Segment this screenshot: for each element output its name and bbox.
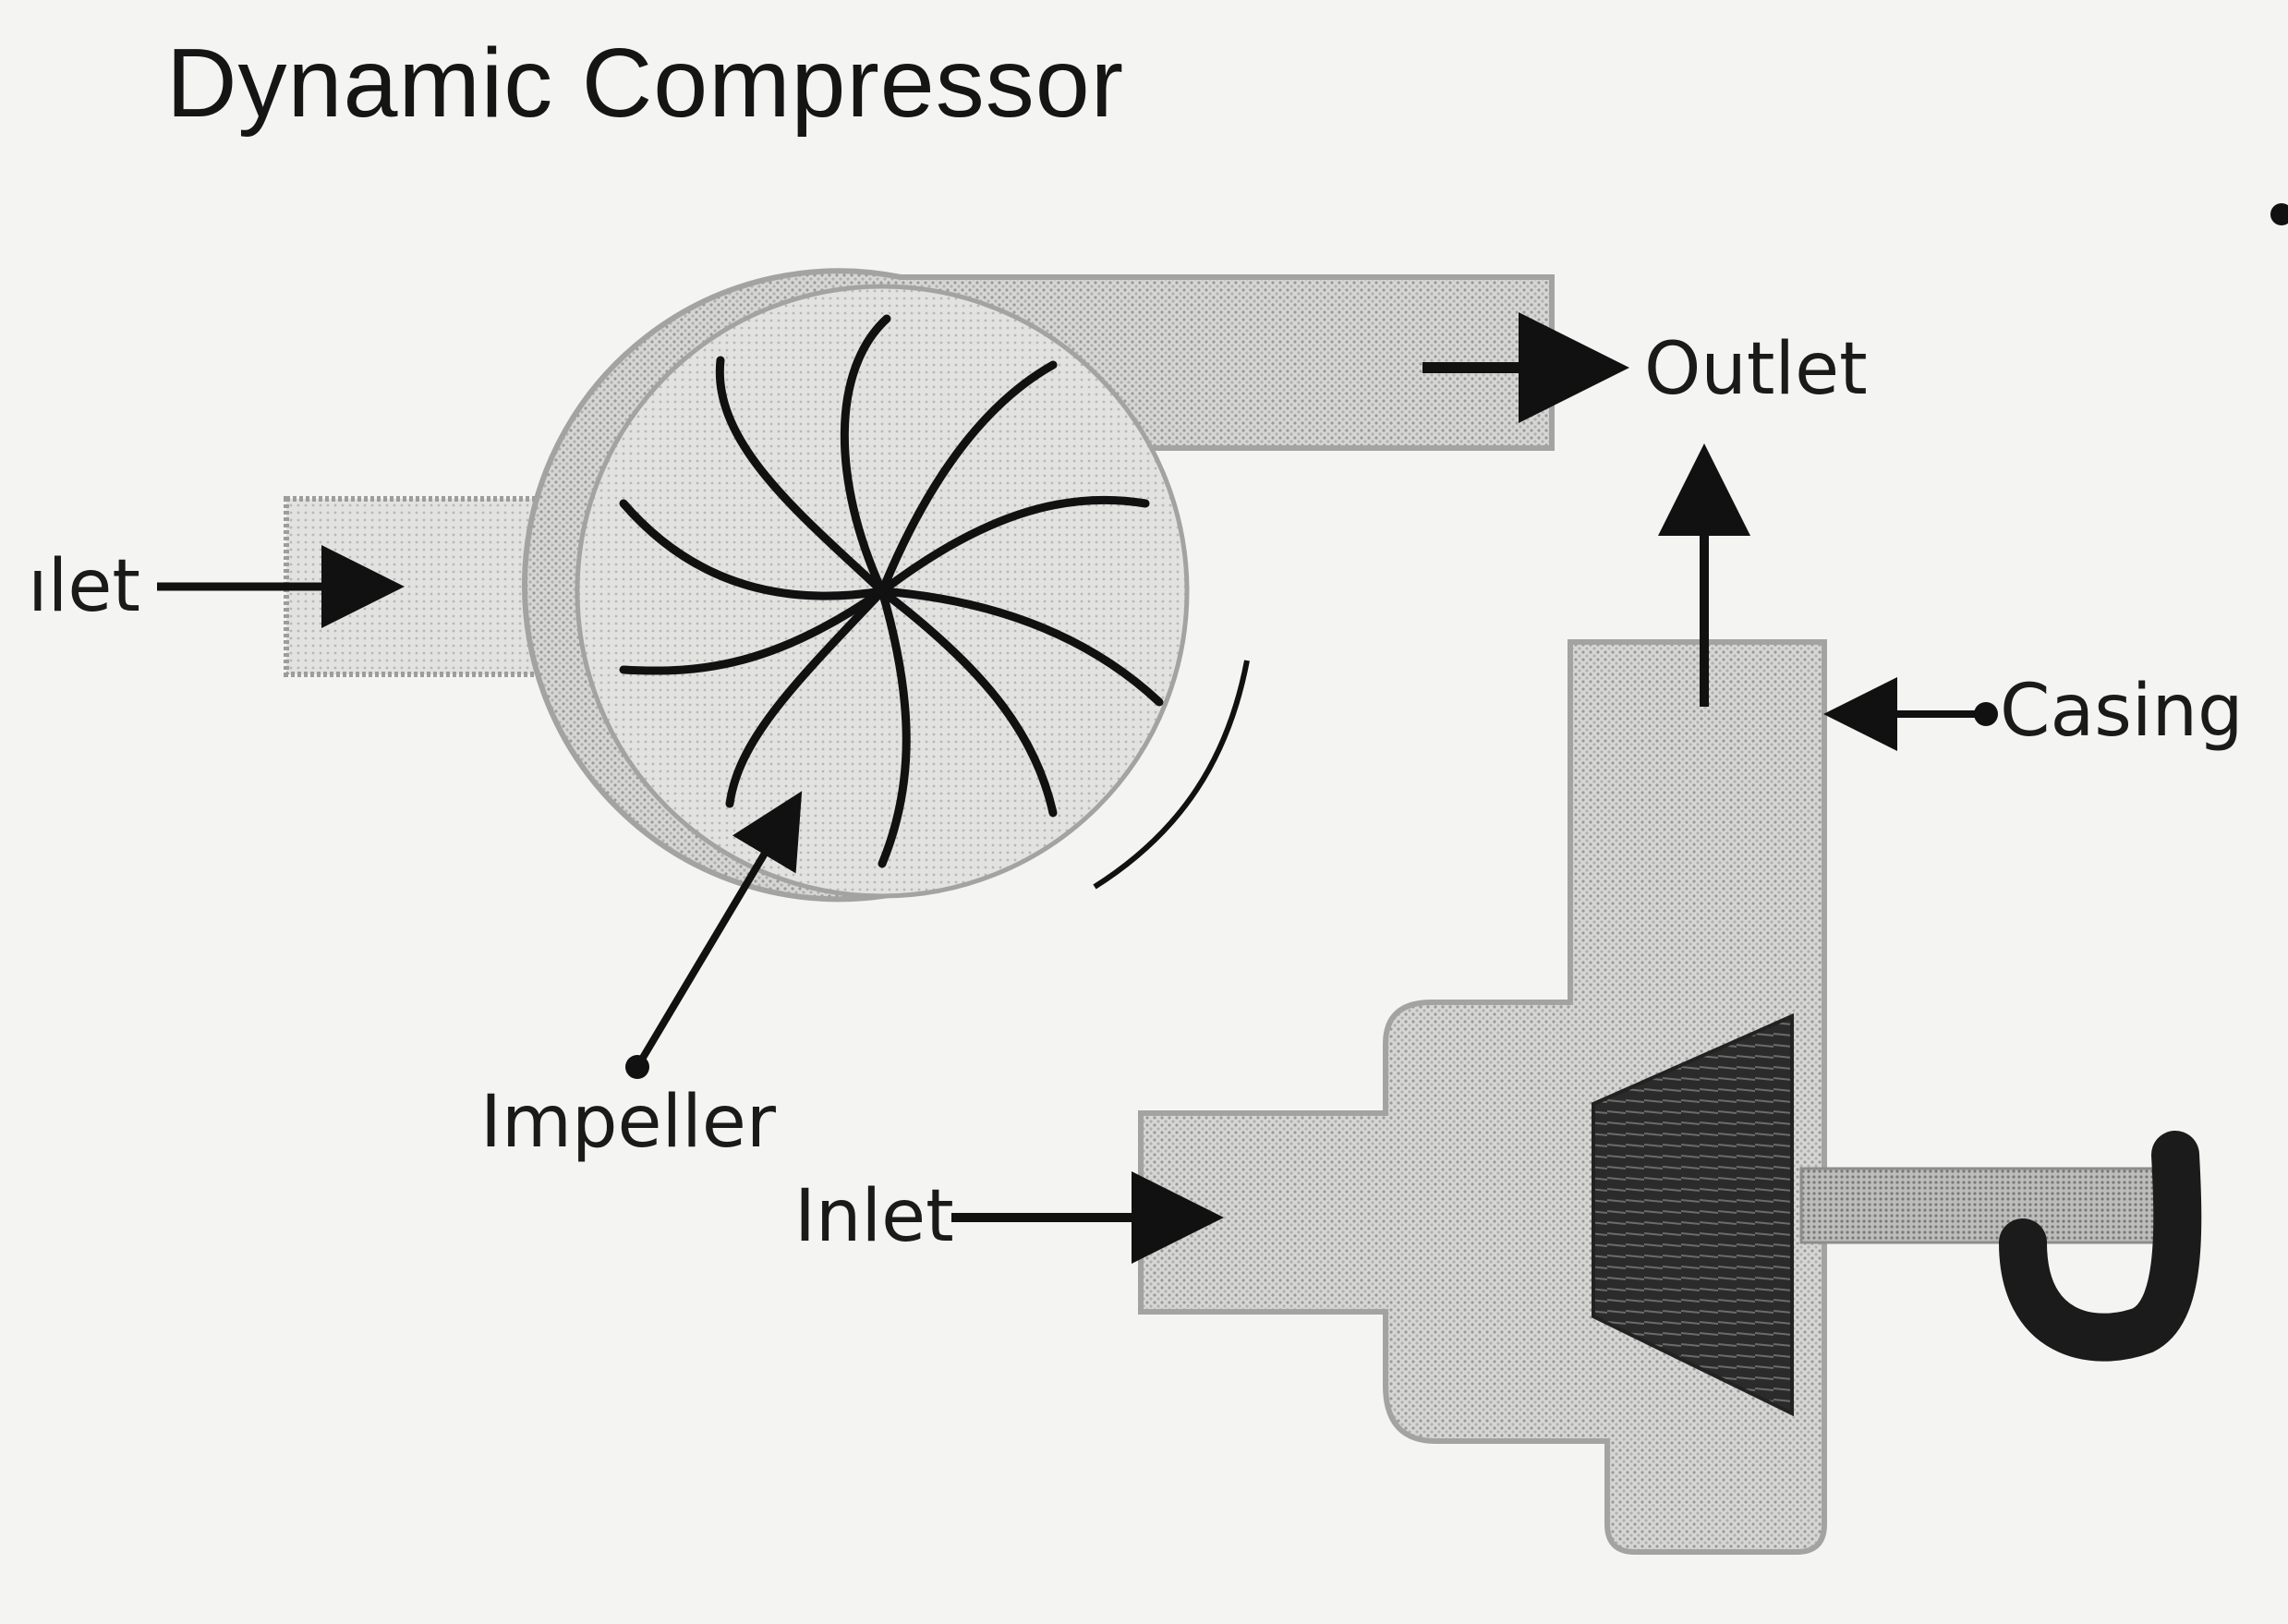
impeller-pointer xyxy=(634,791,803,1070)
edge-bullet xyxy=(2270,203,2288,225)
centrifugal-compressor xyxy=(157,268,1629,1079)
rotor-cone xyxy=(1592,1012,1794,1417)
label-inlet-left: ılet xyxy=(28,545,140,628)
shaft xyxy=(1799,1167,2168,1244)
label-casing: Casing xyxy=(2000,670,2244,753)
shaft-coupling xyxy=(1999,1131,2202,1362)
label-impeller: Impeller xyxy=(480,1081,776,1164)
diagram-title: Dynamic Compressor xyxy=(166,29,1125,138)
impeller-blades xyxy=(619,314,1164,868)
diffuser-curve xyxy=(1093,660,1250,890)
axial-compressor xyxy=(951,443,2202,1555)
casing-pointer-dot xyxy=(1974,702,1998,726)
label-inlet-right: Inlet xyxy=(794,1175,954,1258)
impeller-pointer-dot xyxy=(625,1055,649,1079)
label-outlet: Outlet xyxy=(1644,328,1868,411)
